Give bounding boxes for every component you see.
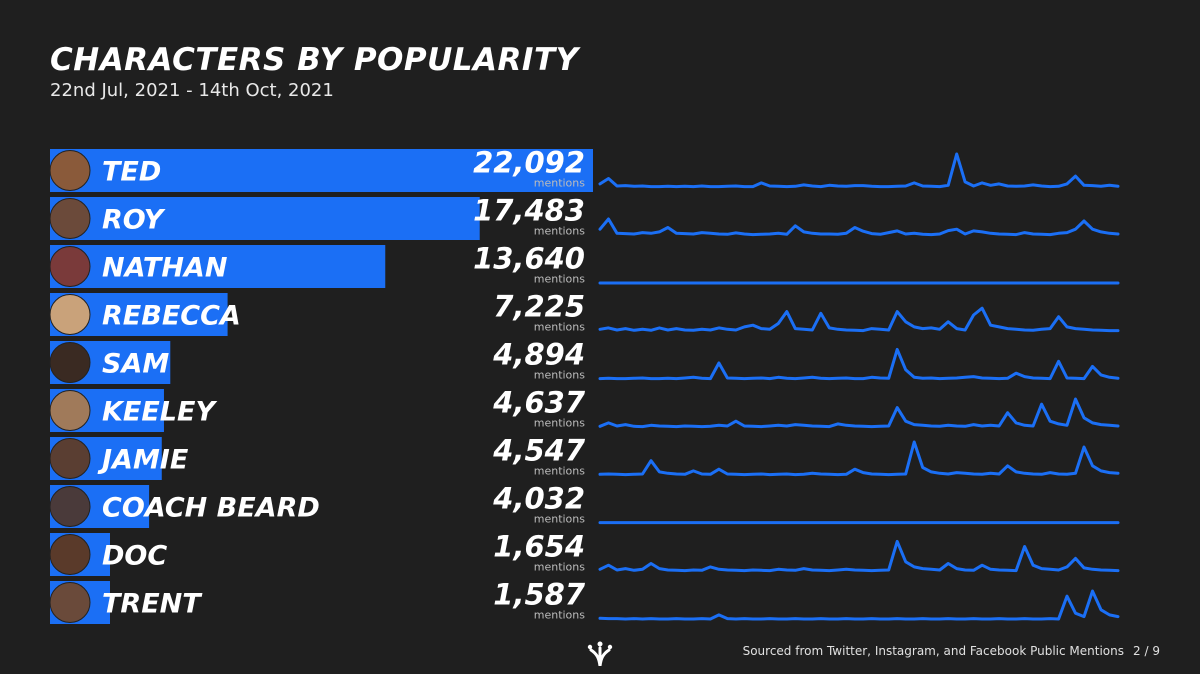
value-label: 13,640: [473, 242, 585, 276]
unit-label: mentions: [534, 561, 586, 574]
value-label: 1,587: [493, 578, 586, 612]
avatar-doc: [49, 534, 91, 575]
category-label: KEELEY: [102, 397, 217, 428]
unit-label: mentions: [534, 609, 586, 622]
category-label: TED: [102, 157, 161, 188]
category-label: REBECCA: [102, 301, 241, 332]
unit-label: mentions: [534, 465, 586, 478]
sparkline-doc: [598, 539, 1120, 573]
category-label: DOC: [102, 541, 167, 572]
avatar-jamie: [49, 438, 91, 479]
value-label: 4,547: [492, 434, 586, 468]
avatar-nathan: [49, 246, 91, 287]
avatar-rebecca: [49, 294, 91, 335]
avatar-roy: [49, 198, 91, 239]
value-label: 17,483: [473, 194, 585, 228]
brand-logo-icon: [587, 641, 613, 666]
source-footnote: Sourced from Twitter, Instagram, and Fac…: [742, 644, 1124, 658]
value-label: 4,894: [492, 338, 585, 372]
value-label: 7,225: [493, 290, 585, 324]
bar-roy: [50, 197, 480, 240]
value-label: 4,032: [492, 482, 585, 516]
value-label: 1,654: [493, 530, 585, 564]
unit-label: mentions: [534, 369, 586, 382]
sparkline-rebecca: [598, 306, 1120, 333]
avatar-sam: [49, 342, 91, 383]
value-label: 22,092: [473, 146, 585, 180]
sparkline-roy: [598, 217, 1120, 237]
sparkline-trent: [598, 589, 1120, 621]
avatar-ted: [49, 150, 91, 191]
category-label: SAM: [102, 349, 169, 380]
sparkline-ted: [598, 152, 1120, 189]
sparkline-keeley: [598, 397, 1120, 429]
bar-ted: [50, 149, 593, 192]
category-label: COACH BEARD: [102, 493, 320, 524]
unit-label: mentions: [534, 321, 586, 334]
page-indicator: 2 / 9: [1133, 644, 1160, 658]
avatar-coach-beard: [49, 486, 91, 527]
category-label: ROY: [102, 205, 166, 236]
date-range-subtitle: 22nd Jul, 2021 - 14th Oct, 2021: [50, 80, 334, 101]
avatar-keeley: [49, 390, 91, 431]
unit-label: mentions: [534, 225, 586, 238]
unit-label: mentions: [534, 417, 586, 430]
page-title: CHARACTERS BY POPULARITY: [50, 42, 579, 78]
category-label: NATHAN: [102, 253, 228, 284]
unit-label: mentions: [534, 273, 586, 286]
value-label: 4,637: [492, 386, 586, 420]
sparkline-jamie: [598, 440, 1120, 477]
sparkline-sam: [598, 347, 1120, 381]
avatar-trent: [49, 582, 91, 623]
unit-label: mentions: [534, 513, 586, 526]
category-label: TRENT: [102, 589, 203, 620]
unit-label: mentions: [534, 177, 586, 190]
bar-nathan: [50, 245, 386, 288]
category-label: JAMIE: [97, 445, 189, 476]
